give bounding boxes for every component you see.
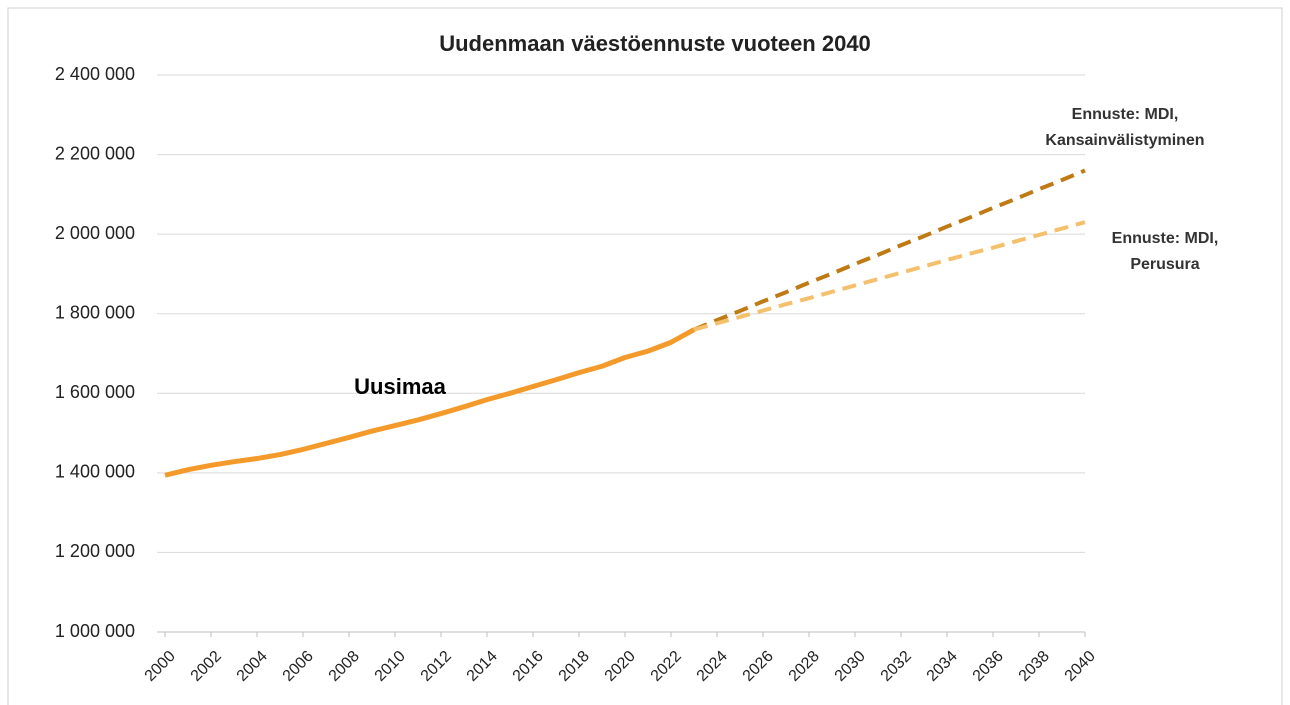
x-tick-label: 2026: [740, 648, 777, 685]
y-tick-label: 2 400 000: [55, 64, 135, 84]
chart-border: [7, 7, 1283, 705]
x-tick-label: 2018: [556, 648, 593, 685]
x-tick-label: 2008: [326, 648, 363, 685]
series-line: [164, 327, 696, 478]
x-tick-label: 2010: [372, 648, 409, 685]
series-label: Ennuste: MDI, Kansainvälistyminen: [1045, 106, 1205, 149]
chart-title: Uudenmaan väestöennuste vuoteen 2040: [439, 31, 871, 56]
x-tick-label: 2006: [280, 648, 317, 685]
series-label: Uusimaa: [354, 374, 446, 399]
y-tick-label: 1 800 000: [55, 302, 135, 322]
x-tick-label: 2004: [234, 648, 271, 685]
x-tick-label: 2034: [924, 648, 961, 685]
x-tick-label: 2036: [970, 648, 1007, 685]
x-tick-label: 2040: [1062, 648, 1099, 685]
x-tick-label: 2032: [878, 648, 915, 685]
series-line: [693, 168, 1086, 332]
x-tick-label: 2028: [786, 648, 823, 685]
x-tick-label: 2000: [142, 648, 179, 685]
x-tick-label: 2014: [464, 648, 501, 685]
x-tick-label: 2022: [648, 648, 685, 685]
x-tick-label: 2012: [418, 648, 455, 685]
series-label: Ennuste: MDI, Perusura: [1111, 230, 1219, 273]
x-tick-label: 2038: [1016, 648, 1053, 685]
x-tick-label: 2002: [188, 648, 225, 685]
x-tick-label: 2016: [510, 648, 547, 685]
y-tick-label: 1 200 000: [55, 541, 135, 561]
y-tick-label: 1 000 000: [55, 621, 135, 641]
y-tick-label: 2 000 000: [55, 223, 135, 243]
y-tick-label: 2 200 000: [55, 143, 135, 163]
y-tick-label: 1 400 000: [55, 462, 135, 482]
series-line: [693, 220, 1086, 332]
x-tick-label: 2024: [694, 648, 731, 685]
x-tick-label: 2020: [602, 648, 639, 685]
x-tick-label: 2030: [832, 648, 869, 685]
y-tick-label: 1 600 000: [55, 382, 135, 402]
